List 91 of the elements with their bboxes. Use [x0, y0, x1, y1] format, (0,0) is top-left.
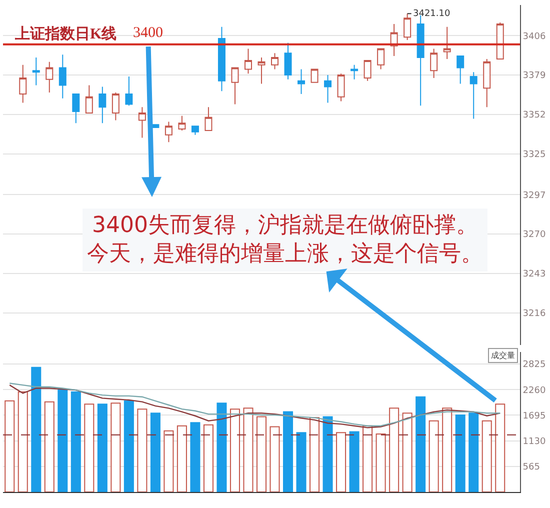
annotation: 3421.10	[413, 9, 450, 19]
bar	[110, 402, 121, 492]
candlestick	[443, 26, 451, 60]
candlestick	[218, 26, 226, 92]
candlestick	[58, 54, 66, 99]
y-tick-label: 565	[522, 462, 540, 473]
candlestick	[231, 67, 239, 105]
y-tick-label: 3325	[522, 150, 546, 160]
bar	[482, 420, 492, 492]
ref-line-label: 3400	[133, 25, 163, 41]
bar	[468, 412, 479, 492]
bar	[416, 396, 426, 492]
candlestick	[470, 72, 478, 120]
bar	[58, 390, 68, 492]
bar	[376, 433, 386, 492]
candlestick	[298, 68, 306, 94]
bar	[97, 404, 108, 492]
y-tick-label: 3243	[522, 270, 546, 280]
candlestick	[284, 42, 292, 80]
candlestick	[364, 60, 372, 82]
candlestick	[72, 93, 80, 124]
bar	[362, 425, 373, 492]
bar	[296, 432, 306, 492]
candlestick	[271, 52, 278, 70]
candlestick	[496, 22, 504, 60]
bar	[176, 425, 187, 492]
candlestick	[350, 64, 358, 80]
candlestick	[178, 115, 186, 131]
y-tick-label: 3379	[522, 71, 546, 82]
bar	[84, 404, 94, 492]
candlestick	[19, 64, 27, 104]
bar	[283, 411, 294, 492]
bar	[150, 412, 160, 492]
bar	[270, 426, 280, 492]
y-tick-label: 2825	[522, 360, 546, 370]
candlestick	[324, 74, 332, 104]
candlestick	[404, 13, 412, 41]
candlestick	[416, 14, 424, 106]
candlestick	[430, 48, 438, 78]
y-tick-label: 3297	[522, 190, 546, 201]
candlestick	[456, 56, 464, 84]
candlestick	[85, 84, 93, 114]
bar	[137, 408, 148, 492]
candlestick	[377, 48, 385, 70]
bar	[164, 430, 174, 492]
candlestick	[164, 121, 172, 143]
bar	[442, 408, 452, 492]
bar	[310, 417, 320, 492]
bar	[31, 366, 42, 492]
candlestick	[310, 68, 318, 83]
bar	[428, 420, 439, 492]
candlestick	[138, 106, 146, 138]
candlestick	[258, 57, 266, 84]
annotation: 3400失而复得，沪指就是在做俯卧撑。今天，是难得的增量上涨，这是个信号。	[87, 213, 483, 267]
bar	[455, 414, 466, 492]
candlestick	[244, 48, 252, 74]
chart-title: 成交量	[491, 351, 515, 360]
bar	[216, 402, 227, 492]
text: 上证指数日K线	[14, 25, 117, 42]
bar	[349, 431, 360, 492]
bar	[70, 391, 81, 492]
bar	[402, 412, 412, 492]
candlestick	[204, 106, 212, 131]
bar	[230, 408, 240, 492]
candlestick	[337, 73, 345, 102]
y-tick-label: 3216	[522, 308, 546, 319]
y-tick-label: 3270	[522, 230, 546, 240]
bar	[4, 400, 15, 492]
bar	[389, 408, 400, 492]
bar	[44, 401, 54, 492]
candlestick	[32, 57, 40, 86]
candlestick	[125, 76, 133, 106]
y-tick-label: 2260	[522, 386, 546, 396]
y-tick-label: 3406	[522, 32, 546, 42]
candlestick	[483, 58, 491, 108]
candlestick	[112, 92, 120, 121]
bar	[256, 416, 267, 492]
candlestick	[98, 86, 106, 124]
candlestick	[191, 126, 199, 136]
bar	[322, 416, 333, 492]
bar	[190, 422, 200, 492]
bar	[124, 400, 134, 492]
bar	[243, 408, 254, 492]
bar	[336, 432, 346, 492]
y-tick-label: 1695	[522, 411, 546, 422]
bar	[495, 404, 506, 492]
y-tick-label: 3352	[522, 110, 546, 121]
y-tick-label: 1130	[522, 436, 546, 447]
bar	[203, 424, 214, 492]
bar	[18, 391, 28, 492]
candlestick	[46, 61, 54, 94]
